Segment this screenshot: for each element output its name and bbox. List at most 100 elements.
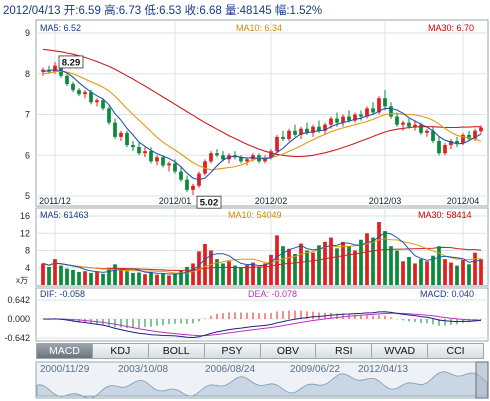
volume-bar	[137, 272, 141, 285]
candle-body	[455, 140, 459, 144]
candle-body	[107, 108, 111, 123]
macd-tick-label: 0.642	[7, 295, 30, 305]
macd-dif-line	[42, 311, 482, 339]
volume-bar	[251, 262, 255, 285]
price-ma30-label: MA30: 6.70	[428, 23, 475, 33]
timeline-label: 2006/08/24	[205, 364, 255, 375]
candle-body	[389, 106, 393, 117]
candle-body	[383, 98, 387, 107]
price-tick-label: 5	[25, 191, 30, 201]
candle-body	[95, 100, 99, 103]
volume-bar	[197, 251, 201, 285]
volume-bar	[401, 261, 405, 285]
tab-obv[interactable]: OBV	[260, 343, 317, 359]
tab-macd[interactable]: MACD	[36, 343, 93, 359]
macd-value-label: MACD: 0.040	[420, 289, 475, 299]
macd-dea-line	[43, 312, 482, 337]
candle-body	[119, 132, 123, 137]
tab-kdj[interactable]: KDJ	[92, 343, 149, 359]
volume-bar	[149, 272, 153, 285]
volume-bar	[467, 264, 471, 285]
candle-body	[113, 122, 117, 137]
volume-bar	[317, 245, 321, 285]
volume-bar	[77, 272, 81, 285]
volume-bar	[461, 259, 465, 285]
tab-wvad[interactable]: WVAD	[372, 343, 429, 359]
volume-bar	[365, 233, 369, 285]
candle-body	[77, 90, 81, 95]
timeline-range-handle[interactable]	[475, 361, 489, 399]
x-tick-label: 2011/12	[39, 196, 71, 206]
volume-bar	[305, 250, 309, 285]
candle-body	[299, 128, 303, 135]
candle-body	[41, 69, 45, 72]
tab-psy[interactable]: PSY	[204, 343, 261, 359]
volume-tick-label: 12	[20, 228, 30, 238]
volume-bar	[269, 254, 273, 285]
candle-body	[203, 161, 207, 174]
macd-tick-label: 0.000	[7, 314, 30, 324]
volume-bar	[413, 263, 417, 285]
timeline-label: 2000/11/29	[40, 364, 90, 375]
timeline-overview-area	[36, 371, 488, 399]
header-low: 低:6.53	[144, 5, 182, 17]
macd-tick-label: -0.642	[4, 333, 30, 343]
candle-body	[377, 98, 381, 113]
volume-bar	[359, 239, 363, 285]
price-ma10-line	[42, 70, 482, 171]
volume-bar	[59, 265, 63, 285]
candle-body	[413, 124, 417, 127]
candle-body	[215, 153, 219, 156]
price-tick-label: 9	[25, 28, 30, 38]
candle-body	[287, 130, 291, 139]
price-ma10-label: MA10: 6.34	[236, 23, 283, 33]
candle-body	[353, 114, 357, 121]
price-tick-label: 7	[25, 110, 30, 120]
header-change: 幅:1.52%	[274, 5, 323, 17]
header-open: 开:6.59	[63, 5, 101, 17]
volume-bar	[419, 259, 423, 285]
price-ma30-line	[42, 48, 481, 158]
volume-bar	[65, 268, 69, 285]
tab-cci[interactable]: CCI	[428, 343, 484, 359]
volume-bar	[329, 237, 333, 285]
candle-body	[53, 65, 57, 72]
volume-bar	[203, 244, 207, 285]
candle-body	[311, 126, 315, 133]
header-high: 高:6.73	[104, 5, 142, 17]
candle-body	[209, 153, 213, 162]
volume-tick-label: 16	[20, 211, 30, 221]
candle-body	[155, 157, 159, 162]
volume-bar	[443, 259, 447, 285]
candle-body	[341, 116, 345, 123]
low-marker-box	[196, 195, 222, 209]
macd-dif-label: DIF: -0.058	[40, 289, 86, 299]
volume-bar	[95, 272, 99, 285]
candle-body	[143, 151, 147, 154]
tab-boll[interactable]: BOLL	[148, 343, 205, 359]
volume-ma30-label: MA30: 58414	[418, 210, 472, 220]
volume-bar	[407, 256, 411, 285]
volume-bar	[107, 267, 111, 285]
candle-body	[371, 108, 375, 113]
candle-body	[125, 132, 129, 146]
candle-body	[335, 118, 339, 123]
volume-bar	[257, 266, 261, 285]
volume-bar	[131, 272, 135, 285]
price-tick-label: 8	[25, 69, 30, 79]
candle-body	[185, 179, 189, 190]
candle-body	[275, 136, 279, 152]
tab-rsi[interactable]: RSI	[316, 343, 373, 359]
x-tick-label: 2012/04	[447, 196, 480, 206]
volume-bar	[167, 275, 171, 285]
volume-bar	[425, 261, 429, 285]
candle-body	[281, 136, 285, 139]
volume-panel-frame	[35, 207, 489, 287]
timeline-label: 2012/04/13	[358, 364, 408, 375]
volume-bar	[479, 259, 483, 285]
candle-body	[269, 151, 273, 158]
volume-bar	[389, 246, 393, 285]
price-ma5-label: MA5: 6.52	[40, 23, 82, 33]
candle-body	[71, 83, 75, 91]
